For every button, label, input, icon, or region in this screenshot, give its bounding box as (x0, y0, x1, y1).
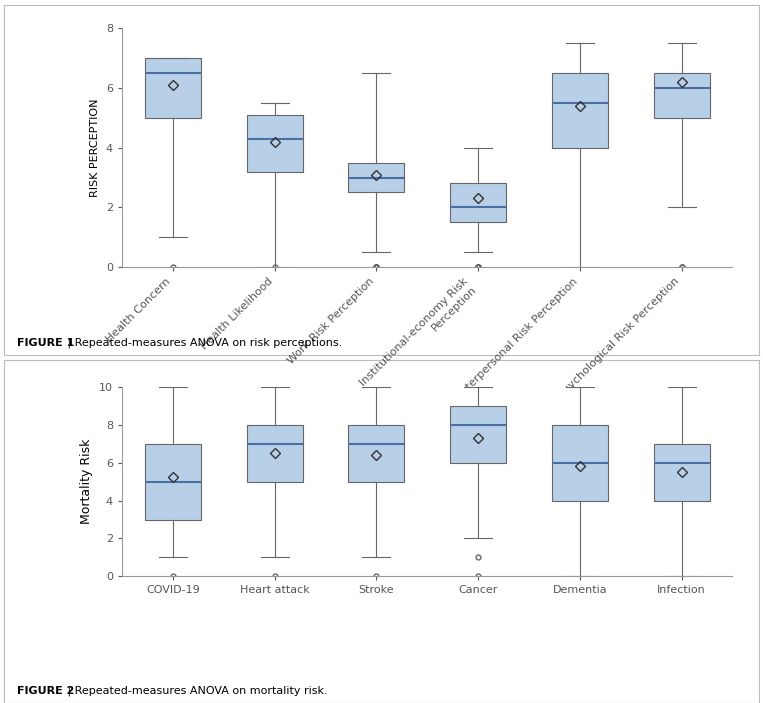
PathPatch shape (450, 406, 506, 463)
Y-axis label: Mortality Risk: Mortality Risk (81, 439, 94, 524)
PathPatch shape (552, 73, 608, 148)
PathPatch shape (246, 115, 303, 172)
PathPatch shape (450, 183, 506, 222)
PathPatch shape (349, 425, 404, 482)
PathPatch shape (654, 444, 710, 501)
Text: FIGURE 2: FIGURE 2 (18, 686, 75, 696)
Text: | Repeated-measures ANOVA on mortality risk.: | Repeated-measures ANOVA on mortality r… (64, 686, 328, 696)
Text: | Repeated-measures ANOVA on risk perceptions.: | Repeated-measures ANOVA on risk percep… (64, 338, 343, 348)
PathPatch shape (349, 162, 404, 193)
PathPatch shape (145, 58, 201, 118)
PathPatch shape (145, 444, 201, 520)
PathPatch shape (246, 425, 303, 482)
PathPatch shape (552, 425, 608, 501)
Text: FIGURE 1: FIGURE 1 (18, 338, 75, 348)
PathPatch shape (654, 73, 710, 118)
Y-axis label: RISK PERCEPTION: RISK PERCEPTION (90, 98, 101, 197)
